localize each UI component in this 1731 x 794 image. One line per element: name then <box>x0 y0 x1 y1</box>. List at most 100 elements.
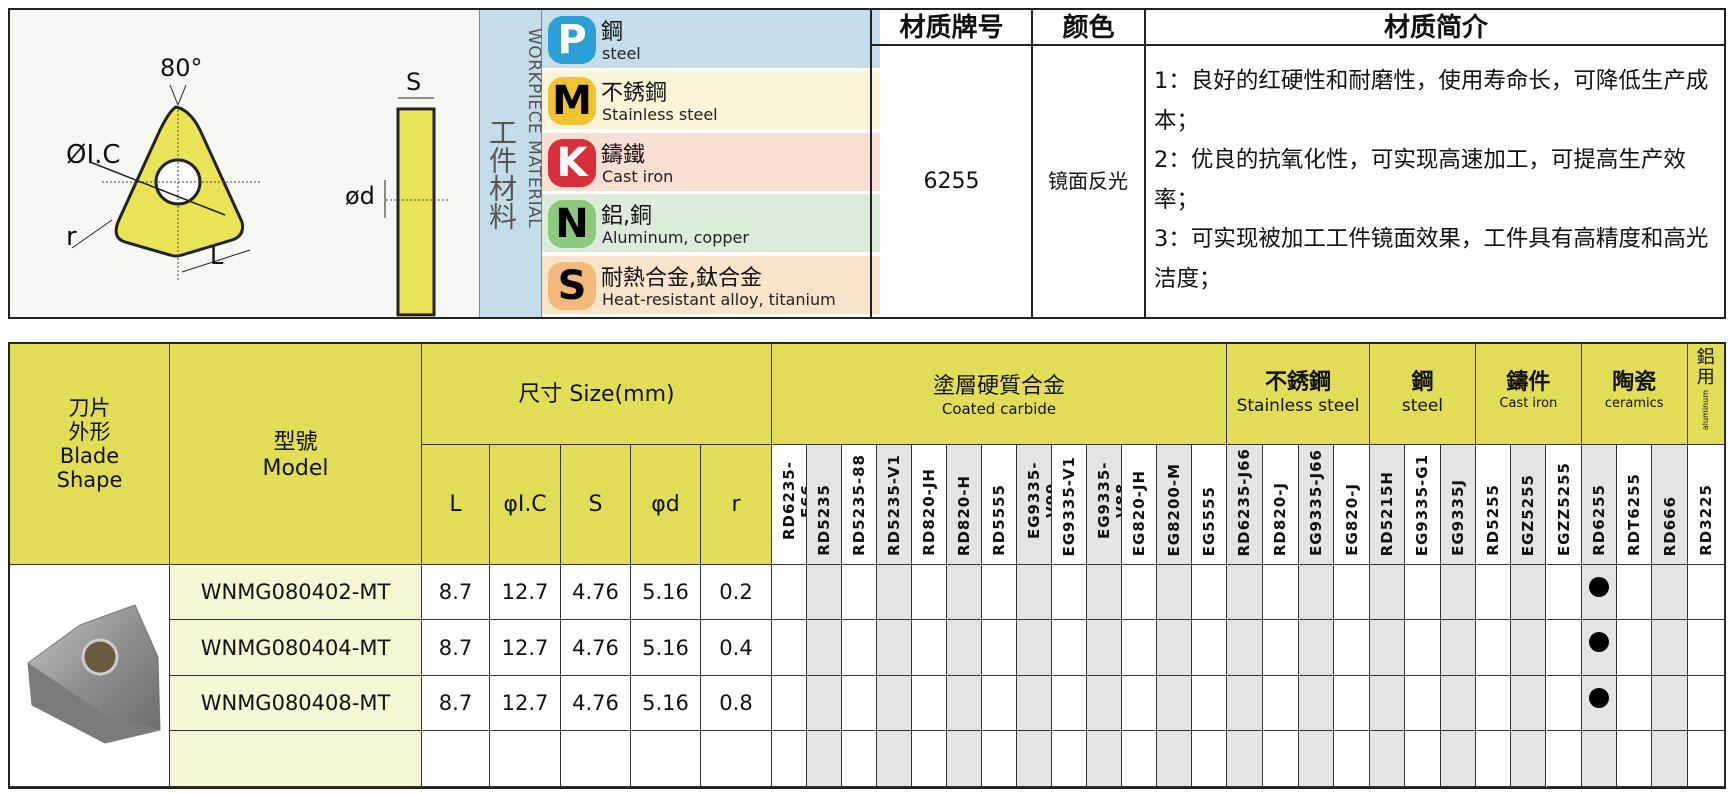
group-header: 陶瓷 ceramics <box>1581 344 1688 445</box>
grade-col-header: RD820-JH <box>912 445 947 565</box>
group-header: 鑄件 Cast iron <box>1475 344 1582 445</box>
material-k: K 鑄鐵 Cast iron <box>542 132 880 194</box>
grade-cell <box>1052 676 1087 731</box>
grade-cell <box>877 731 912 787</box>
grade-name: EG9335J <box>1448 479 1467 556</box>
group-cn: 鋁用 <box>1696 347 1715 388</box>
grade-header: 材质牌号 <box>872 10 1031 46</box>
grade-cell <box>1157 676 1192 731</box>
grade-name: RD820-H <box>955 474 973 556</box>
grade-cell <box>1370 620 1406 676</box>
grade-cell <box>912 565 947 620</box>
grade-name: RD5235 <box>815 484 833 556</box>
availability-dot-icon <box>1588 577 1609 597</box>
grade-cell <box>1617 565 1653 620</box>
grade-cell <box>1334 731 1370 787</box>
r-label: r <box>66 222 77 252</box>
grade-cell <box>1122 731 1157 787</box>
material-name-cn: 耐熱合金,鈦合金 <box>601 265 762 291</box>
grade-col-header: RD6235-F66 <box>772 445 807 565</box>
blade-shape-image <box>10 565 170 787</box>
angle-label: 80° <box>160 54 203 82</box>
workpiece-label-en: WORKPIECE MATERIAL <box>524 28 544 229</box>
material-m: M 不銹鋼 Stainless steel <box>542 71 880 133</box>
group-en: Cast iron <box>1499 396 1558 411</box>
grade-cell <box>842 565 877 620</box>
grade-cell <box>842 620 877 676</box>
model-en: Model <box>262 456 329 481</box>
grade-cell <box>1087 565 1122 620</box>
grade-cell <box>772 676 807 731</box>
grade-cell <box>807 676 842 731</box>
grade-name: EG820-J <box>1342 483 1361 556</box>
grade-cell <box>1298 565 1335 620</box>
grade-name: RD5235-88 <box>850 454 868 556</box>
material-name-en: steel <box>602 44 641 63</box>
grade-col-header: RD6235-J66 <box>1227 445 1263 565</box>
size-cell: 4.76 <box>561 676 631 731</box>
grade-name: RD820-JH <box>920 468 938 556</box>
grade-name: RD6235-F66 <box>780 461 807 540</box>
grade-cell <box>1052 565 1087 620</box>
grade-name: EG820-JH <box>1130 469 1148 556</box>
model-cell: WNMG080404-MT <box>170 620 422 676</box>
size-cell: 8.7 <box>422 565 490 620</box>
grade-col-header: RD5235-88 <box>842 445 877 565</box>
grade-cell <box>1192 676 1227 731</box>
grade-cell <box>1192 565 1227 620</box>
grade-cell <box>947 676 982 731</box>
grade-col-header: RD6255 <box>1581 445 1618 565</box>
group-header-aluminum: 鋁用 aluminum <box>1687 344 1725 445</box>
grade-cell <box>1334 676 1370 731</box>
grade-cell <box>1298 731 1335 787</box>
material-p: P 鋼 steel <box>542 10 880 71</box>
grade-cell <box>1405 565 1441 620</box>
grade-cell <box>1227 620 1263 676</box>
grade-col-header: EG9335-G1 <box>1405 445 1441 565</box>
grade-cell <box>1370 565 1406 620</box>
group-en: aluminum <box>1701 390 1711 431</box>
grade-cell <box>947 565 982 620</box>
grade-col-header: EG820-JH <box>1122 445 1157 565</box>
insert-drawing <box>71 84 450 317</box>
grade-cell <box>1617 620 1653 676</box>
grade-cell <box>1687 620 1725 676</box>
grade-name: EGZ5255 <box>1519 473 1538 556</box>
desc-line-3: 3：可实现被加工工件镜面效果，工件具有高精度和高光洁度； <box>1154 226 1709 292</box>
grade-cell <box>842 676 877 731</box>
insert-dimension-diagram: 80° ØI.C S ød r L <box>10 10 480 317</box>
material-badge-icon: P <box>548 16 596 64</box>
grade-name: EG8200-M <box>1165 462 1183 556</box>
grade-col-header: EG820-J <box>1334 445 1370 565</box>
grade-name: RD666 <box>1660 495 1679 556</box>
grade-cell <box>1157 565 1192 620</box>
material-badge-icon: M <box>548 77 596 126</box>
size-cell: 5.16 <box>631 620 701 676</box>
group-header: 不銹鋼 Stainless steel <box>1227 344 1370 445</box>
grade-cell <box>1192 731 1227 787</box>
grade-cell <box>1440 676 1476 731</box>
model-cell: WNMG080402-MT <box>170 565 422 620</box>
group-header: 鋼 steel <box>1370 344 1476 445</box>
grade-col-header: RD3225 <box>1687 445 1725 565</box>
grade-col-header: EG9335-V88 <box>1087 445 1122 565</box>
material-badge-icon: K <box>548 138 596 187</box>
group-cn: 陶瓷 <box>1612 370 1657 395</box>
workpiece-label-cn: 工件材料 <box>485 118 518 230</box>
size-cell <box>422 731 490 787</box>
blade-shape-header: 刀片 外形 Blade Shape <box>10 344 170 565</box>
grade-cell <box>1122 620 1157 676</box>
grade-cell <box>1157 620 1192 676</box>
grade-cell <box>1405 731 1441 787</box>
grade-cell <box>1475 565 1512 620</box>
grade-cell <box>1440 731 1476 787</box>
size-cell: 12.7 <box>490 676 561 731</box>
grade-name: RD6255 <box>1589 484 1608 556</box>
grade-cell <box>1511 565 1547 620</box>
grade-cell <box>1652 565 1688 620</box>
grade-cell <box>1405 676 1441 731</box>
grade-cell <box>982 620 1017 676</box>
grade-cell <box>1192 620 1227 676</box>
material-description: 1：良好的红硬性和耐磨性，使用寿命长，可降低生产成本； 2：优良的抗氧化性，可实… <box>1154 62 1726 299</box>
group-cn: 鑄件 <box>1506 370 1551 395</box>
